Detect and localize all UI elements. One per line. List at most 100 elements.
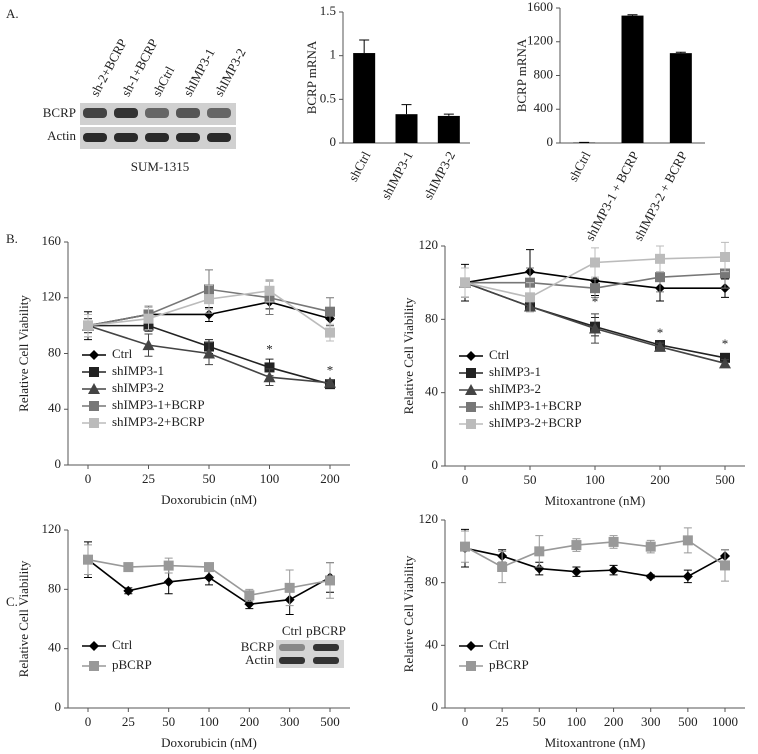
legend-label: shIMP3-2+BCRP bbox=[489, 415, 582, 430]
marker bbox=[83, 554, 93, 565]
y-tick-label: 0 bbox=[432, 699, 439, 714]
x-tick-label: 100 bbox=[567, 714, 587, 729]
band bbox=[114, 133, 138, 142]
marker bbox=[204, 294, 214, 305]
y-tick-label: 120 bbox=[419, 511, 439, 526]
x-tick-label: 200 bbox=[650, 472, 670, 487]
x-tick-label: 25 bbox=[496, 714, 509, 729]
y-axis-label: BCRP mRNA bbox=[514, 38, 529, 112]
bar bbox=[437, 115, 460, 143]
x-tick-label: 500 bbox=[715, 472, 735, 487]
error-bar bbox=[443, 113, 454, 116]
marker bbox=[89, 350, 99, 360]
y-tick-label: 0 bbox=[55, 456, 62, 471]
marker bbox=[645, 571, 656, 582]
annotation: * bbox=[266, 342, 273, 357]
legend-label: pBCRP bbox=[112, 657, 152, 672]
band bbox=[114, 108, 138, 118]
y-axis-label: Relative Cell Viability bbox=[16, 560, 31, 677]
legend-label: shIMP3-2 bbox=[489, 381, 541, 396]
y-axis-label: BCRP mRNA bbox=[304, 40, 319, 114]
x-tick-label: 0 bbox=[462, 714, 469, 729]
marker bbox=[142, 339, 155, 351]
y-tick-label: 40 bbox=[425, 636, 438, 651]
annotation: * bbox=[657, 325, 664, 340]
y-tick-label: 0 bbox=[330, 134, 337, 149]
y-tick-label: 0.5 bbox=[320, 90, 336, 105]
marker bbox=[460, 277, 470, 288]
x-tick-label: 50 bbox=[162, 714, 175, 729]
x-tick-label: 200 bbox=[320, 471, 340, 486]
y-tick-label: 800 bbox=[534, 66, 554, 81]
legend-label: shIMP3-1 bbox=[112, 363, 164, 378]
x-tick-label: 500 bbox=[678, 714, 698, 729]
y-tick-label: 40 bbox=[48, 640, 61, 655]
marker bbox=[645, 541, 656, 552]
y-tick-label: 80 bbox=[425, 310, 438, 325]
marker bbox=[682, 535, 693, 546]
marker bbox=[204, 309, 214, 320]
y-axis-label: Relative Cell Viability bbox=[16, 295, 31, 412]
error-bar bbox=[675, 51, 686, 54]
band bbox=[207, 108, 231, 118]
marker bbox=[89, 661, 99, 671]
x-tick-label: 200 bbox=[240, 714, 260, 729]
row-label: Actin bbox=[245, 652, 274, 667]
marker bbox=[83, 320, 93, 331]
band bbox=[313, 644, 339, 651]
error-bar bbox=[627, 14, 638, 16]
band bbox=[83, 108, 107, 118]
y-tick-label: 1600 bbox=[527, 0, 553, 14]
marker bbox=[264, 362, 275, 373]
x-tick-label: shIMP3-2 bbox=[420, 149, 458, 202]
marker bbox=[525, 292, 535, 303]
x-tick-label: 1000 bbox=[712, 714, 738, 729]
marker bbox=[608, 536, 619, 547]
marker bbox=[264, 285, 275, 296]
x-tick-label: 100 bbox=[260, 471, 280, 486]
series-line bbox=[464, 547, 726, 578]
band bbox=[176, 108, 200, 118]
y-tick-label: 1.5 bbox=[320, 3, 336, 18]
marker bbox=[204, 572, 214, 583]
marker bbox=[466, 351, 476, 361]
marker bbox=[263, 371, 276, 383]
panel-label: C. bbox=[6, 594, 18, 609]
y-axis-label: Relative Cell Viability bbox=[401, 297, 416, 414]
annotation: * bbox=[327, 363, 334, 378]
legend-label: shIMP3-2+BCRP bbox=[112, 414, 205, 429]
band bbox=[145, 133, 169, 142]
y-tick-label: 400 bbox=[534, 100, 554, 115]
marker bbox=[590, 283, 600, 294]
row-label: Actin bbox=[47, 128, 76, 143]
x-tick-label: 300 bbox=[641, 714, 661, 729]
y-tick-label: 0 bbox=[432, 457, 439, 472]
x-tick-label: 200 bbox=[604, 714, 624, 729]
marker bbox=[589, 322, 601, 334]
lane-label: Ctrl bbox=[282, 623, 303, 638]
y-tick-label: 120 bbox=[42, 289, 62, 304]
x-axis-label: Mitoxantrone (nM) bbox=[545, 735, 646, 750]
lane-label: shCtrl bbox=[149, 63, 177, 98]
y-tick-label: 40 bbox=[48, 400, 61, 415]
x-tick-label: shIMP3-1 bbox=[378, 149, 416, 202]
legend-label: shIMP3-1 bbox=[489, 364, 541, 379]
x-tick-label: 300 bbox=[280, 714, 300, 729]
marker bbox=[466, 368, 476, 378]
marker bbox=[123, 585, 134, 596]
y-tick-label: 120 bbox=[42, 521, 62, 536]
y-tick-label: 0 bbox=[547, 134, 554, 149]
y-tick-label: 1200 bbox=[527, 33, 553, 48]
x-tick-label: 100 bbox=[199, 714, 219, 729]
marker bbox=[534, 546, 545, 557]
y-tick-label: 80 bbox=[425, 574, 438, 589]
legend-label: shIMP3-1+BCRP bbox=[489, 398, 582, 413]
marker bbox=[466, 402, 476, 412]
marker bbox=[655, 253, 665, 264]
x-tick-label: 25 bbox=[142, 471, 155, 486]
x-tick-label: 0 bbox=[85, 714, 92, 729]
marker bbox=[123, 562, 134, 573]
marker bbox=[89, 367, 99, 377]
legend-label: Ctrl bbox=[112, 346, 133, 361]
